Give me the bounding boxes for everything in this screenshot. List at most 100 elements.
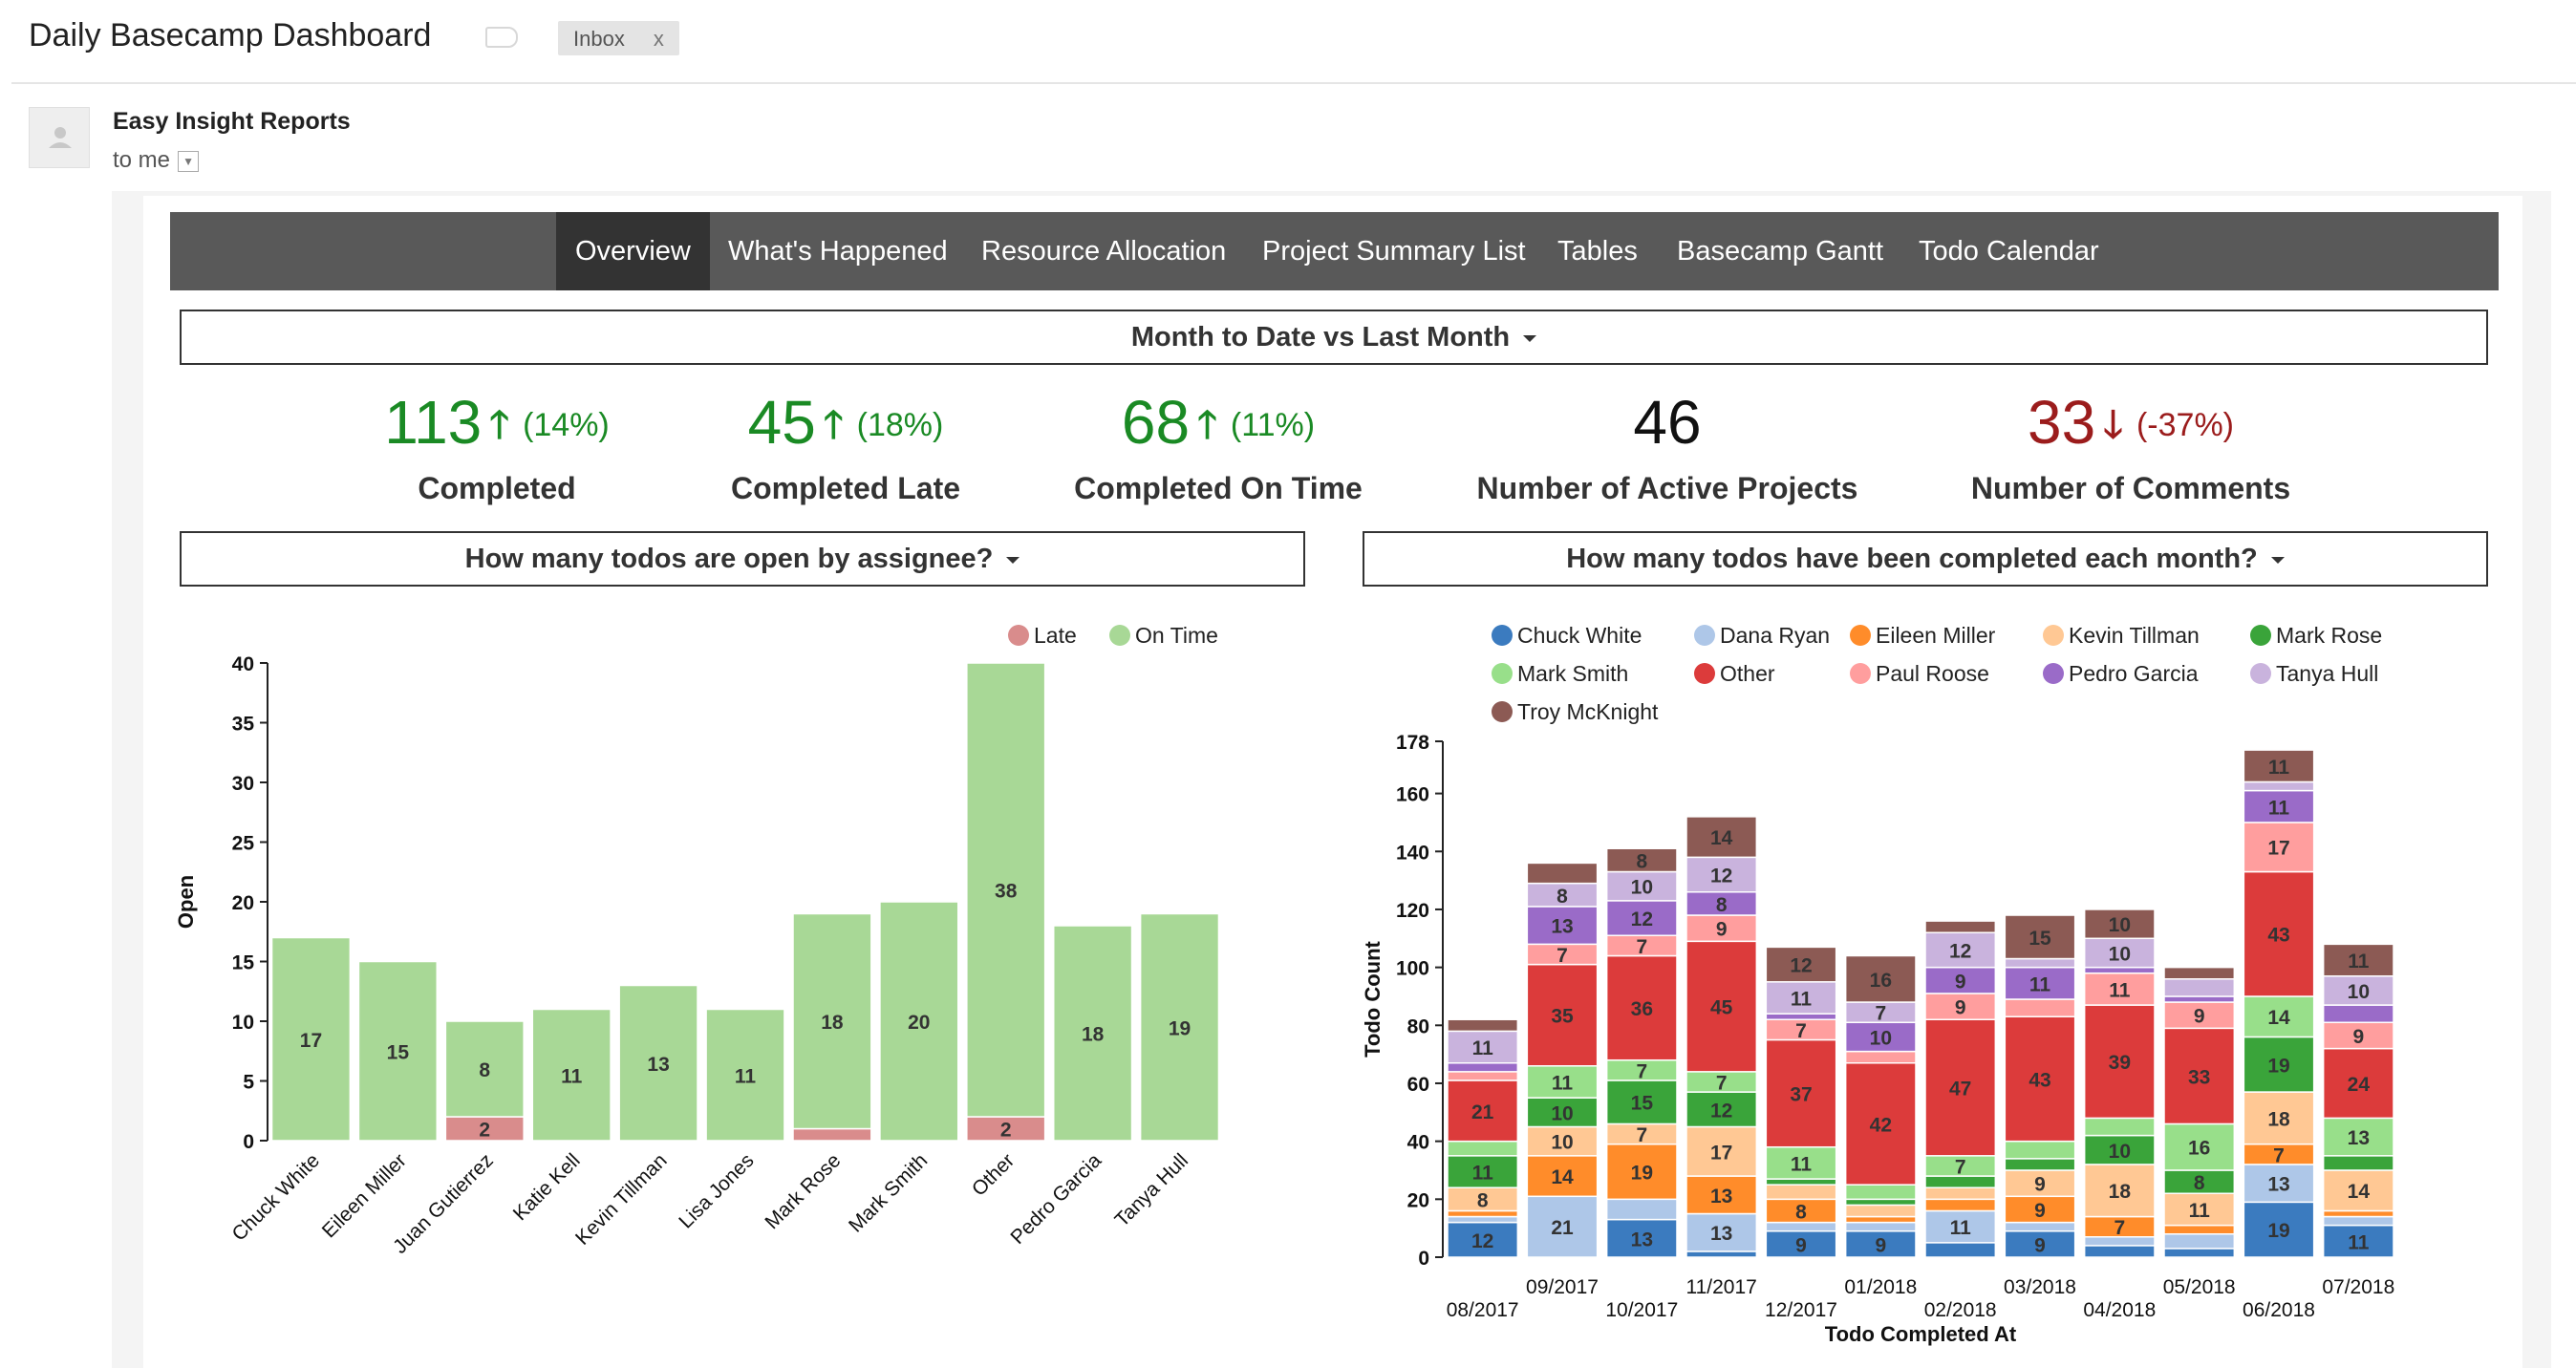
bar-segment-other[interactable] — [1605, 954, 1678, 1061]
bar-segment-troy-mcknight[interactable] — [2004, 914, 2076, 960]
bar-segment-eileen-miller[interactable] — [2163, 1224, 2236, 1235]
recipient-details-dropdown-icon[interactable]: ▼ — [178, 150, 200, 172]
bar-segment-eileen-miller[interactable] — [1844, 1215, 1917, 1224]
bar-segment-chuck-white[interactable] — [1924, 1242, 1997, 1258]
bar-segment-troy-mcknight[interactable] — [2163, 966, 2236, 980]
bar-segment-eileen-miller[interactable] — [1765, 1198, 1837, 1224]
bar-segment-mark-rose[interactable] — [1605, 1079, 1678, 1125]
bar-segment-on-time[interactable] — [792, 912, 872, 1130]
bar-segment-on-time[interactable] — [618, 984, 698, 1142]
bar-segment-eileen-miller[interactable] — [1685, 1175, 1758, 1215]
bar-segment-on-time[interactable] — [879, 901, 959, 1142]
bar-segment-chuck-white[interactable] — [2163, 1248, 2236, 1258]
bar-segment-kevin-tillman[interactable] — [2083, 1164, 2156, 1218]
bar-segment-troy-mcknight[interactable] — [1844, 954, 1917, 1003]
bar-segment-chuck-white[interactable] — [2004, 1229, 2076, 1258]
bar-segment-mark-smith[interactable] — [1844, 1184, 1917, 1201]
bar-segment-dana-ryan[interactable] — [1447, 1215, 1519, 1224]
bar-segment-on-time[interactable] — [531, 1008, 612, 1142]
bar-segment-troy-mcknight[interactable] — [1447, 1018, 1519, 1033]
open-todos-chart-selector[interactable]: How many todos are open by assignee? — [180, 531, 1305, 587]
bar-segment-pedro-garcia[interactable] — [1447, 1061, 1519, 1073]
bar-segment-pedro-garcia[interactable] — [1605, 900, 1678, 937]
bar-segment-dana-ryan[interactable] — [1605, 1198, 1678, 1221]
tab-whats-happened[interactable]: What's Happened — [728, 236, 948, 267]
bar-segment-tanya-hull[interactable] — [1924, 931, 1997, 969]
bar-segment-dana-ryan[interactable] — [2322, 1215, 2394, 1227]
bar-segment-pedro-garcia[interactable] — [2322, 1004, 2394, 1024]
bar-segment-mark-smith[interactable] — [1526, 1065, 1599, 1099]
bar-segment-tanya-hull[interactable] — [2243, 780, 2315, 792]
bar-segment-mark-smith[interactable] — [2083, 1117, 2156, 1137]
bar-segment-troy-mcknight[interactable] — [2243, 749, 2315, 783]
inbox-label-chip[interactable]: Inbox x — [558, 21, 679, 55]
bar-segment-kevin-tillman[interactable] — [1447, 1186, 1519, 1212]
bar-segment-pedro-garcia[interactable] — [1924, 966, 1997, 994]
bar-segment-pedro-garcia[interactable] — [2083, 966, 2156, 974]
tab-tables[interactable]: Tables — [1557, 236, 1638, 267]
bar-segment-troy-mcknight[interactable] — [1685, 816, 1758, 859]
bar-segment-tanya-hull[interactable] — [2004, 957, 2076, 969]
bar-segment-tanya-hull[interactable] — [1765, 981, 1837, 1015]
bar-segment-mark-rose[interactable] — [1526, 1097, 1599, 1128]
bar-segment-paul-roose[interactable] — [2083, 972, 2156, 1006]
bar-segment-pedro-garcia[interactable] — [2163, 995, 2236, 1003]
bar-segment-paul-roose[interactable] — [1685, 914, 1758, 943]
bar-segment-troy-mcknight[interactable] — [2083, 908, 2156, 940]
bar-segment-dana-ryan[interactable] — [1844, 1221, 1917, 1232]
period-selector[interactable]: Month to Date vs Last Month — [180, 310, 2488, 365]
bar-segment-paul-roose[interactable] — [2163, 1001, 2236, 1030]
bar-segment-chuck-white[interactable] — [1685, 1250, 1758, 1258]
bar-segment-pedro-garcia[interactable] — [1765, 1013, 1837, 1020]
bar-segment-mark-rose[interactable] — [1844, 1198, 1917, 1207]
bar-segment-late[interactable] — [792, 1127, 872, 1142]
bar-segment-kevin-tillman[interactable] — [1765, 1184, 1837, 1201]
completed-todos-chart-selector[interactable]: How many todos have been completed each … — [1363, 531, 2488, 587]
bar-segment-kevin-tillman[interactable] — [2163, 1192, 2236, 1227]
bar-segment-mark-rose[interactable] — [1765, 1178, 1837, 1186]
bar-segment-paul-roose[interactable] — [1447, 1071, 1519, 1081]
bar-segment-mark-smith[interactable] — [2163, 1122, 2236, 1171]
bar-segment-troy-mcknight[interactable] — [1526, 862, 1599, 885]
bar-segment-on-time[interactable] — [1139, 912, 1220, 1142]
tab-todo-calendar[interactable]: Todo Calendar — [1919, 236, 2099, 267]
bar-segment-chuck-white[interactable] — [1844, 1229, 1917, 1258]
remove-label-button[interactable]: x — [653, 27, 664, 51]
bar-segment-tanya-hull[interactable] — [2163, 978, 2236, 997]
bar-segment-paul-roose[interactable] — [2243, 822, 2315, 873]
bar-segment-pedro-garcia[interactable] — [2004, 966, 2076, 1000]
tab-resource-allocation[interactable]: Resource Allocation — [981, 236, 1227, 267]
bar-segment-dana-ryan[interactable] — [2004, 1221, 2076, 1232]
bar-segment-other[interactable] — [2163, 1027, 2236, 1125]
bar-segment-chuck-white[interactable] — [1447, 1221, 1519, 1258]
bar-segment-chuck-white[interactable] — [2322, 1224, 2394, 1258]
bar-segment-kevin-tillman[interactable] — [2004, 1169, 2076, 1198]
bar-segment-dana-ryan[interactable] — [1685, 1212, 1758, 1252]
bar-segment-late[interactable] — [444, 1116, 525, 1142]
bar-segment-mark-rose[interactable] — [2322, 1155, 2394, 1171]
tab-overview[interactable]: Overview — [556, 212, 710, 290]
bar-segment-troy-mcknight[interactable] — [2322, 943, 2394, 977]
bar-segment-mark-smith[interactable] — [2243, 995, 2315, 1038]
bar-segment-other[interactable] — [2004, 1015, 2076, 1143]
bar-segment-other[interactable] — [1924, 1018, 1997, 1157]
bar-segment-on-time[interactable] — [270, 936, 352, 1142]
bar-segment-dana-ryan[interactable] — [1765, 1221, 1837, 1232]
bar-segment-on-time[interactable] — [705, 1008, 785, 1142]
bar-segment-kevin-tillman[interactable] — [2243, 1091, 2315, 1145]
bar-segment-dana-ryan[interactable] — [2163, 1232, 2236, 1250]
bar-segment-tanya-hull[interactable] — [2322, 974, 2394, 1006]
bar-segment-mark-rose[interactable] — [2004, 1158, 2076, 1171]
bar-segment-dana-ryan[interactable] — [2243, 1164, 2315, 1204]
bar-segment-troy-mcknight[interactable] — [1605, 847, 1678, 873]
bar-segment-pedro-garcia[interactable] — [1526, 906, 1599, 946]
bar-segment-tanya-hull[interactable] — [1526, 882, 1599, 908]
bar-segment-dana-ryan[interactable] — [1526, 1195, 1599, 1258]
bar-segment-tanya-hull[interactable] — [1685, 856, 1758, 893]
bar-segment-mark-smith[interactable] — [2322, 1117, 2394, 1157]
bar-segment-mark-smith[interactable] — [1765, 1145, 1837, 1180]
bar-segment-on-time[interactable] — [1052, 925, 1133, 1142]
bar-segment-paul-roose[interactable] — [1844, 1050, 1917, 1064]
bar-segment-on-time[interactable] — [444, 1020, 525, 1118]
bar-segment-on-time[interactable] — [357, 960, 439, 1142]
